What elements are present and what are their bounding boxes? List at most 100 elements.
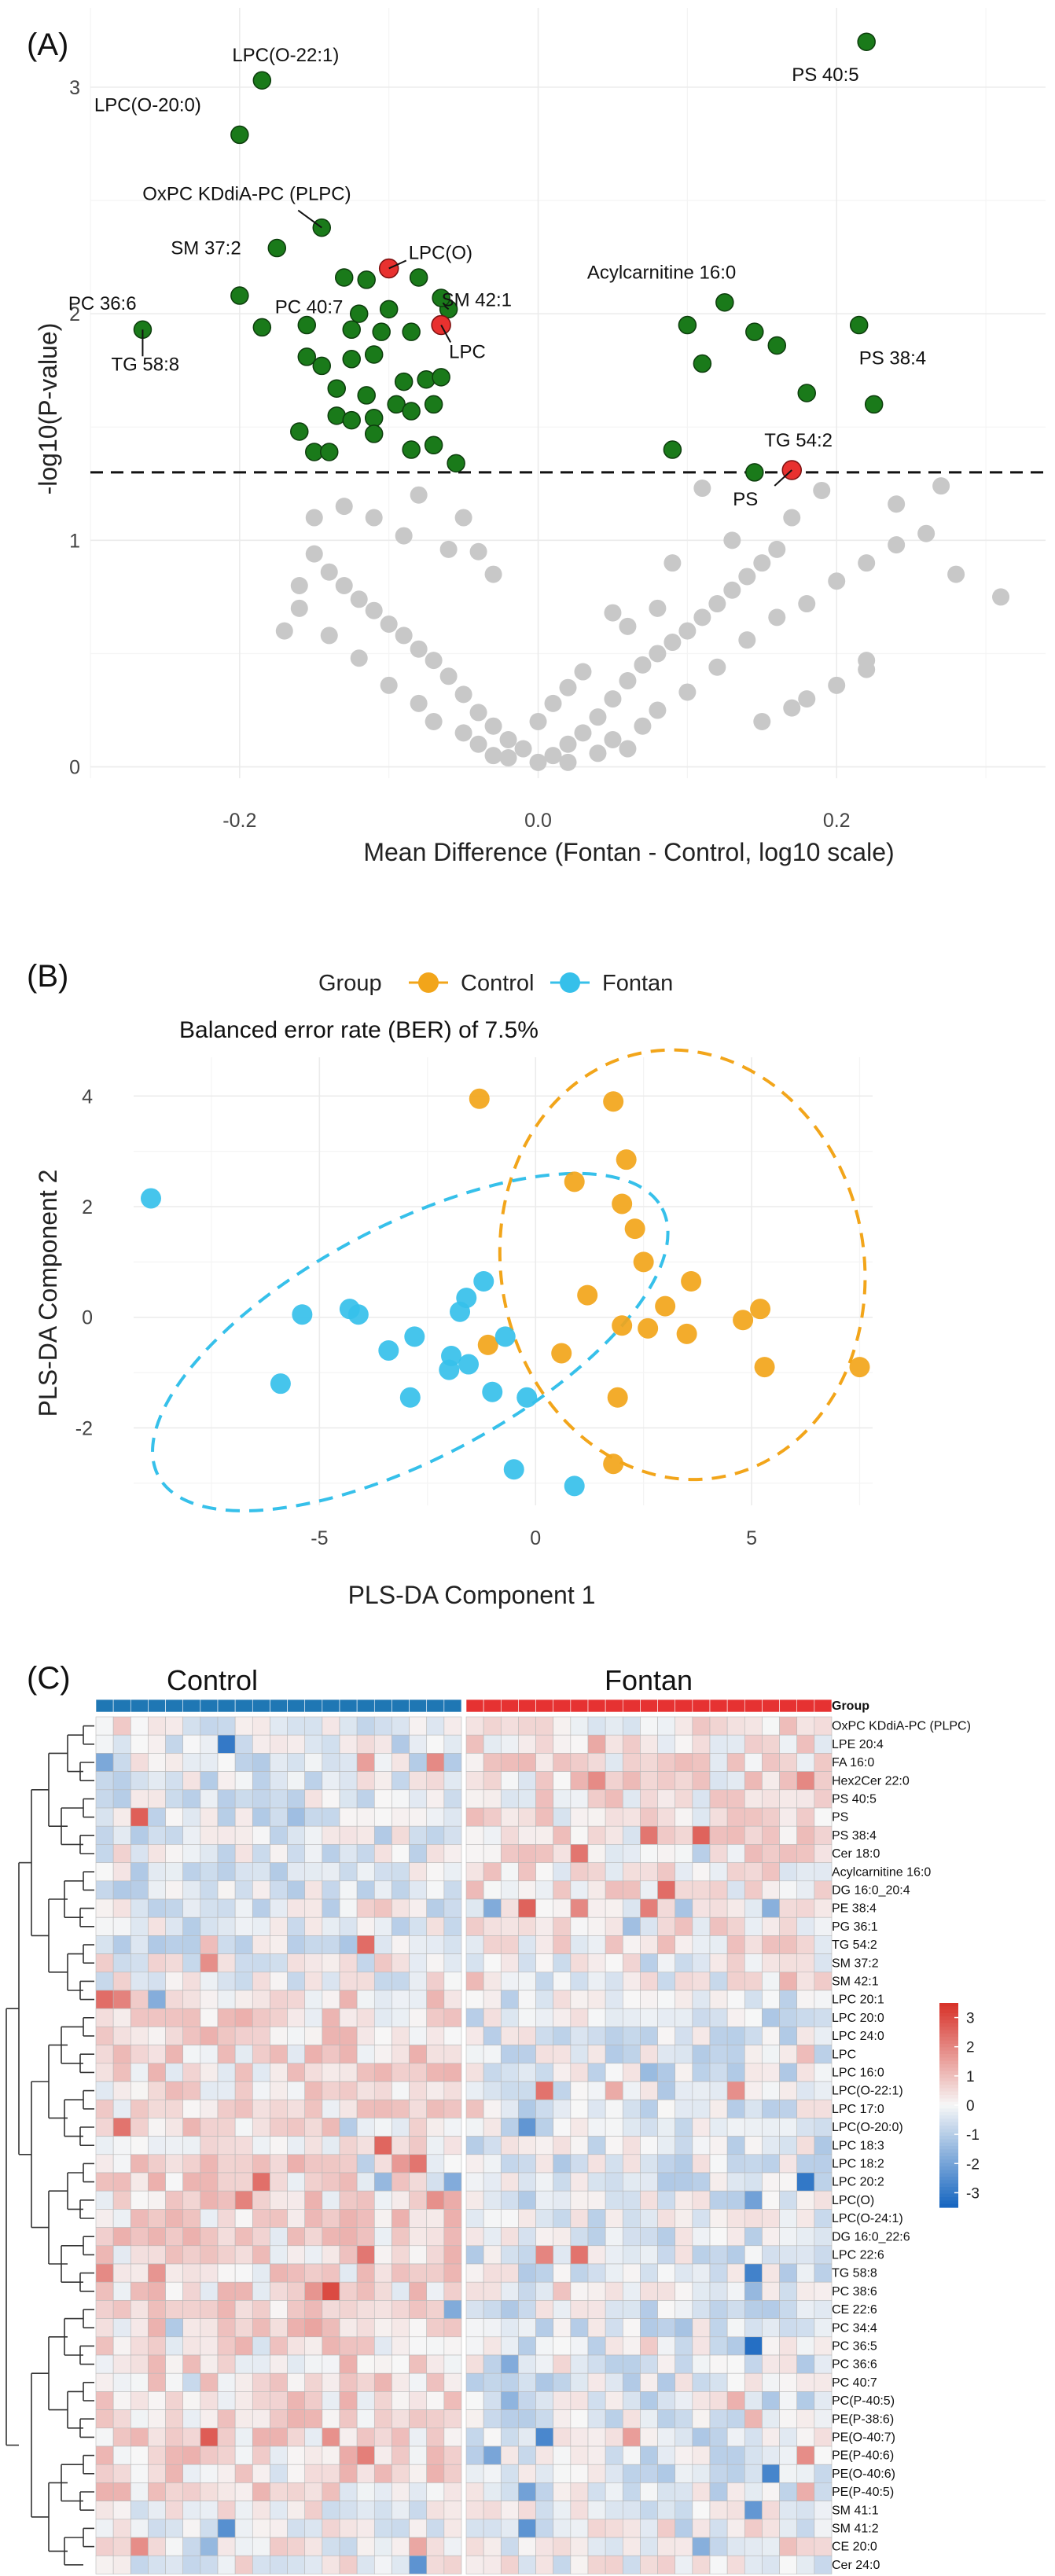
heatmap-cell	[483, 2227, 502, 2247]
heatmap-cell	[252, 1789, 270, 1809]
heatmap-cell	[535, 2318, 554, 2338]
heatmap-cell	[726, 2300, 745, 2319]
heatmap-cell	[304, 2482, 323, 2501]
heatmap-cell	[465, 2045, 484, 2064]
heatmap-cell	[622, 1771, 641, 1791]
heatmap-cell	[270, 1753, 288, 1772]
heatmap-cell	[339, 1734, 358, 1754]
significant-point	[663, 440, 682, 459]
heatmap-cell	[535, 1880, 554, 1900]
heatmap-cell	[657, 2354, 676, 2374]
heatmap-cell	[657, 1789, 676, 1809]
heatmap-cell	[570, 2501, 589, 2520]
heatmap-cell	[373, 2409, 392, 2429]
heatmap-cell	[796, 2190, 815, 2210]
heatmap-cell	[234, 2063, 253, 2082]
heatmap-cell	[148, 2446, 166, 2465]
heatmap-cell	[339, 2318, 358, 2338]
heatmap-cell	[373, 2372, 392, 2392]
heatmap-cell	[779, 2263, 798, 2283]
nonsignificant-point	[798, 690, 816, 708]
heatmap-cell	[518, 1953, 536, 1973]
heatmap-cell	[587, 2281, 606, 2301]
heatmap-cell	[95, 2045, 114, 2064]
heatmap-cell	[726, 2027, 745, 2045]
heatmap-cell	[796, 2427, 815, 2447]
significant-point	[797, 384, 816, 402]
panel-b-x-axis-title: PLS-DA Component 1	[348, 1581, 596, 1609]
heatmap-cell	[465, 1916, 484, 1936]
heatmap-cell	[483, 2354, 502, 2374]
heatmap-cell	[252, 1716, 270, 1736]
heatmap-cell	[814, 2482, 833, 2501]
heatmap-cell	[675, 1771, 693, 1791]
heatmap-row-label: SM 42:1	[832, 1975, 879, 1989]
heatmap-cell	[518, 1789, 536, 1809]
heatmap-cell	[726, 2099, 745, 2118]
heatmap-row-label: PS	[832, 1811, 848, 1825]
heatmap-cell	[182, 1935, 201, 1954]
heatmap-cell	[217, 1753, 236, 1772]
heatmap-cell	[304, 2427, 323, 2447]
heatmap-cell	[605, 1734, 623, 1754]
heatmap-cell	[217, 2190, 236, 2210]
heatmap-cell	[356, 1916, 375, 1936]
heatmap-cell	[287, 2099, 306, 2118]
point-control	[612, 1193, 633, 1215]
heatmap-cell	[570, 2081, 589, 2100]
heatmap-cell	[518, 2354, 536, 2374]
heatmap-cell	[535, 2099, 554, 2118]
heatmap-cell	[409, 2501, 428, 2520]
heatmap-cell	[182, 2482, 201, 2501]
heatmap-cell	[95, 2209, 114, 2228]
heatmap-cell	[518, 2501, 536, 2520]
heatmap-cell	[814, 1716, 833, 1736]
heatmap-cell	[252, 1807, 270, 1827]
heatmap-cell	[605, 1844, 623, 1863]
heatmap-cell	[762, 2136, 780, 2155]
ellipse-fontan	[151, 1171, 670, 1512]
color-scale-segment	[939, 2173, 958, 2177]
heatmap-cell	[252, 2501, 270, 2520]
heatmap-cell	[287, 2336, 306, 2356]
heatmap-cell	[692, 2008, 711, 2027]
heatmap-cell	[356, 2501, 375, 2520]
heatmap-cell	[779, 2063, 798, 2082]
heatmap-cell	[779, 2245, 798, 2265]
heatmap-cell	[373, 1844, 392, 1863]
group-bar-cell-control	[112, 1699, 131, 1713]
color-scale-segment	[939, 2105, 958, 2109]
nonsignificant-point	[335, 498, 353, 516]
point-control	[607, 1387, 628, 1408]
panel-b-y-tick-label: 4	[82, 1086, 93, 1108]
heatmap-cell	[252, 1990, 270, 2009]
heatmap-cell	[391, 2336, 410, 2356]
heatmap-cell	[779, 2391, 798, 2410]
heatmap-cell	[465, 2409, 484, 2429]
heatmap-cell	[409, 2045, 428, 2064]
heatmap-cell	[148, 1862, 166, 1882]
heatmap-cell	[465, 2336, 484, 2356]
heatmap-cell	[762, 2045, 780, 2064]
heatmap-cell	[744, 2227, 763, 2247]
panel-b-plsda-plot: (B) Group Control Fontan Balanced error …	[27, 959, 873, 1609]
heatmap-cell	[200, 2464, 219, 2483]
heatmap-cell	[356, 2136, 375, 2155]
heatmap-cell	[322, 1972, 340, 1991]
heatmap-cell	[796, 2555, 815, 2574]
heatmap-cell	[675, 2027, 693, 2045]
color-scale-segment	[939, 2027, 958, 2031]
heatmap-cell	[234, 1972, 253, 1991]
heatmap-cell	[657, 1935, 676, 1954]
heatmap-cell	[322, 1716, 340, 1736]
heatmap-cell	[165, 1880, 184, 1900]
heatmap-cell	[709, 2118, 728, 2137]
annotation-label: PC 40:7	[275, 296, 344, 318]
heatmap-cell	[814, 1771, 833, 1791]
heatmap-cell	[95, 2555, 114, 2574]
fontan-group-heading: Fontan	[605, 1664, 693, 1696]
heatmap-cell	[640, 2354, 658, 2374]
heatmap-cell	[304, 2245, 323, 2265]
heatmap-cell	[796, 2336, 815, 2356]
heatmap-cell	[483, 1844, 502, 1863]
